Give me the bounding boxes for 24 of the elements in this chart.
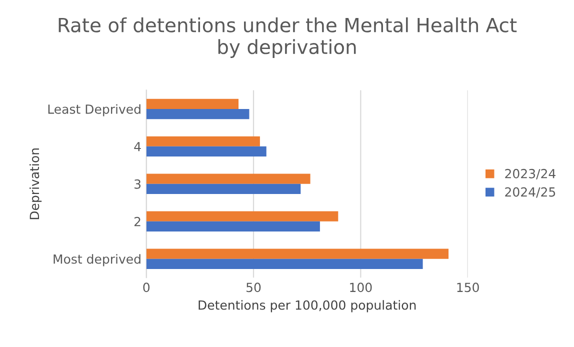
x-axis-title: Detentions per 100,000 population: [198, 300, 416, 312]
y-tick-label: Most deprived: [54, 254, 140, 266]
bar: [146, 211, 338, 222]
bar: [146, 184, 301, 194]
bar: [146, 108, 250, 120]
bar: [146, 258, 423, 269]
bar: [146, 221, 320, 232]
bar: [146, 146, 266, 157]
y-axis-title: Deprivation: [29, 148, 42, 220]
y-tick-label: 2: [134, 216, 140, 226]
legend-label: 2023/24: [505, 168, 556, 180]
bar: [146, 248, 449, 259]
bar: [146, 98, 239, 109]
x-tick-label: 50: [246, 282, 261, 292]
y-tick-label: 4: [134, 142, 141, 152]
bar: [146, 174, 310, 184]
y-tick-label: 3: [134, 179, 141, 189]
chart-title: Rate of detentions under the Mental Health Act by deprivation: [58, 17, 517, 58]
legend-label: 2024/25: [505, 187, 556, 198]
y-tick-label: Least Deprived: [48, 104, 140, 116]
bar: [146, 136, 260, 146]
x-tick-label: 150: [457, 282, 479, 292]
x-tick-label: 100: [350, 282, 372, 292]
x-tick-label: 0: [143, 282, 150, 292]
